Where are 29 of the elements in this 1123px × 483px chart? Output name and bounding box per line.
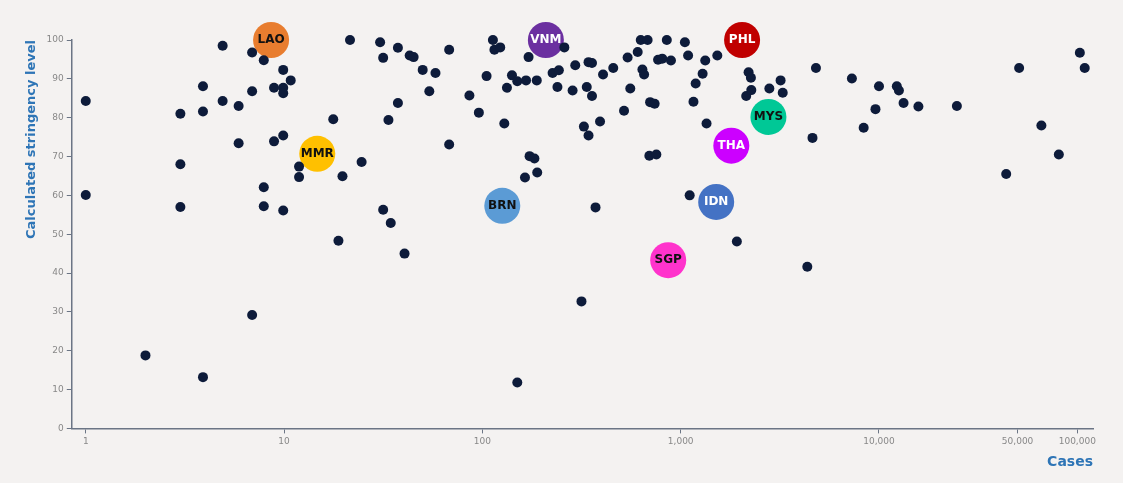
x-tick-label: 10 [278, 436, 291, 447]
series-label: PHL [728, 32, 756, 47]
x-tick-label: 100,000 [1058, 436, 1097, 447]
series-label: IDN [703, 194, 729, 209]
y-tick-label: 100 [46, 34, 65, 45]
y-tick-label: 10 [52, 383, 65, 394]
y-tick-label: 90 [52, 73, 65, 84]
series-label: LAO [257, 32, 285, 47]
series-label: SGP [654, 252, 683, 267]
series-label: THA [717, 137, 746, 152]
x-axis-title: Cases [1047, 453, 1093, 470]
series-label: BRN [488, 197, 517, 212]
y-tick-label: 40 [52, 267, 65, 278]
series-label: MMR [300, 145, 334, 160]
series-label: MYS [753, 109, 784, 124]
x-tick-label: 10,000 [863, 436, 896, 447]
x-tick-label: 100 [473, 436, 492, 447]
x-tick-label: 50,000 [1001, 436, 1034, 447]
y-tick-label: 50 [52, 228, 65, 239]
y-tick-label: 60 [52, 189, 65, 200]
y-tick-label: 30 [52, 306, 65, 317]
y-axis-title: Calculated stringency level [23, 40, 39, 239]
x-tick-label: 1,000 [667, 436, 694, 447]
x-tick-label: 1 [82, 436, 89, 447]
y-tick-label: 0 [58, 422, 65, 433]
y-tick-label: 80 [52, 112, 65, 123]
series-label: VNM [530, 32, 562, 47]
y-tick-label: 70 [52, 150, 65, 161]
y-tick-label: 20 [52, 345, 65, 356]
